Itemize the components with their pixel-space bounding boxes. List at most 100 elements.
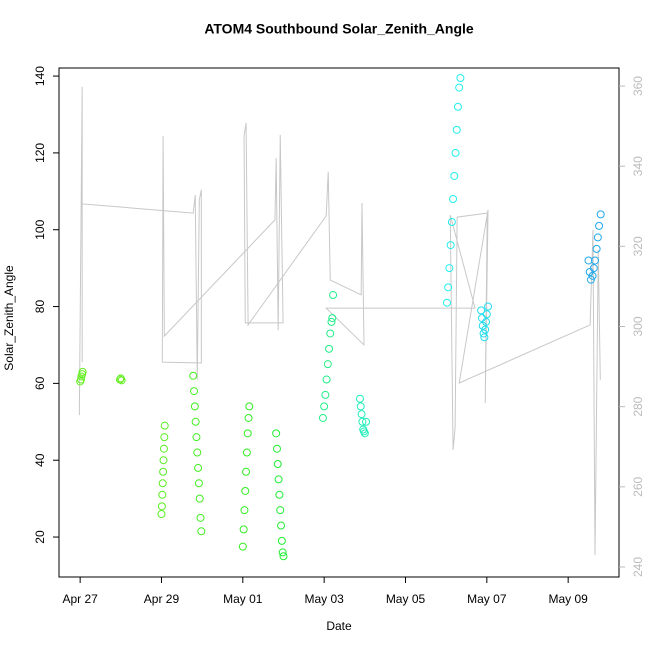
y2-tick-label: 280 — [631, 396, 645, 416]
y2-tick-label: 300 — [631, 316, 645, 336]
point — [78, 367, 87, 376]
point — [159, 467, 168, 476]
point — [356, 402, 365, 411]
point — [328, 314, 337, 323]
point — [323, 360, 332, 369]
point — [596, 210, 605, 219]
x-tick-label: Apr 29 — [144, 592, 180, 606]
point — [477, 306, 486, 315]
point — [325, 344, 334, 353]
point — [159, 444, 168, 453]
chart-title: ATOM4 Southbound Solar_Zenith_Angle — [204, 21, 474, 37]
y-tick-label: 20 — [33, 530, 47, 544]
point — [357, 410, 366, 419]
point — [241, 486, 250, 495]
point — [242, 467, 251, 476]
point — [192, 433, 201, 442]
point — [451, 148, 460, 157]
point — [362, 417, 371, 426]
point — [117, 376, 126, 385]
x-tick-label: May 05 — [386, 592, 426, 606]
point — [327, 317, 336, 326]
point — [589, 264, 598, 273]
point — [194, 463, 203, 472]
point — [481, 325, 490, 334]
point — [158, 479, 167, 488]
point — [591, 256, 600, 265]
point — [320, 402, 329, 411]
point — [278, 548, 287, 557]
point — [159, 456, 168, 465]
point — [480, 333, 489, 342]
point — [484, 302, 493, 311]
point — [272, 444, 281, 453]
point — [196, 513, 205, 522]
point — [160, 421, 169, 430]
y-tick-label: 140 — [33, 66, 47, 86]
point — [276, 506, 285, 515]
point — [242, 448, 251, 457]
point — [239, 525, 248, 534]
point — [272, 429, 281, 438]
point — [588, 271, 597, 280]
x-axis-label: Date — [326, 619, 352, 633]
y2-tick-label: 260 — [631, 476, 645, 496]
point — [592, 244, 601, 253]
y-axis-label: Solar_Zenith_Angle — [2, 265, 16, 371]
point — [194, 479, 203, 488]
point — [595, 221, 604, 230]
x-tick-label: May 01 — [223, 592, 263, 606]
point — [442, 298, 451, 307]
point — [273, 460, 282, 469]
point — [446, 241, 455, 250]
point — [245, 402, 254, 411]
point — [444, 283, 453, 292]
point — [190, 387, 199, 396]
point — [479, 329, 488, 338]
point — [482, 317, 491, 326]
point — [189, 371, 198, 380]
point — [360, 429, 369, 438]
point — [160, 433, 169, 442]
y2-tick-label: 360 — [631, 76, 645, 96]
y2-tick-label: 240 — [631, 557, 645, 577]
point — [322, 375, 331, 384]
point — [244, 413, 253, 422]
point — [240, 506, 249, 515]
point — [318, 413, 327, 422]
point — [584, 256, 593, 265]
y2-tick-label: 340 — [631, 156, 645, 176]
point — [193, 448, 202, 457]
point — [586, 275, 595, 284]
y-tick-label: 120 — [33, 143, 47, 163]
point — [455, 83, 464, 92]
point — [452, 125, 461, 134]
y-tick-label: 100 — [33, 219, 47, 239]
point — [326, 329, 335, 338]
plot-box — [58, 67, 620, 578]
point — [195, 494, 204, 503]
point — [76, 375, 85, 384]
point — [274, 475, 283, 484]
point — [238, 542, 247, 551]
point — [456, 73, 465, 82]
point — [275, 490, 284, 499]
point — [358, 417, 367, 426]
point — [445, 264, 454, 273]
point — [191, 417, 200, 426]
point — [482, 310, 491, 319]
point — [329, 291, 338, 300]
point — [449, 194, 458, 203]
point — [450, 171, 459, 180]
point — [243, 429, 252, 438]
point — [477, 314, 486, 323]
y-tick-label: 40 — [33, 453, 47, 467]
series-line — [78, 86, 601, 555]
x-tick-label: Apr 27 — [62, 592, 98, 606]
point — [197, 527, 206, 536]
point — [447, 218, 456, 227]
y-tick-label: 60 — [33, 376, 47, 390]
point — [453, 102, 462, 111]
y2-tick-label: 320 — [631, 236, 645, 256]
